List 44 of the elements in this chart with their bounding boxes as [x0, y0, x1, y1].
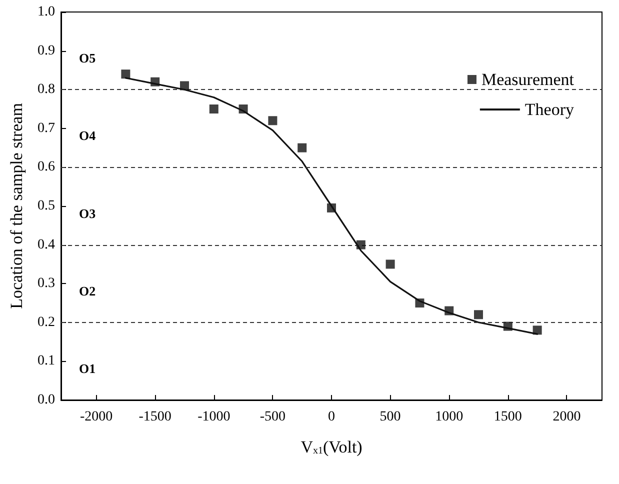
- point: [444, 306, 454, 316]
- point: [298, 143, 307, 152]
- y-tick-label: 0.3: [38, 276, 55, 292]
- point: [238, 104, 248, 114]
- y-tick-label: 0.4: [38, 237, 55, 252]
- y-tick-label: 0.9: [38, 43, 55, 58]
- point: [150, 77, 160, 86]
- point: [209, 104, 218, 114]
- point: [327, 203, 336, 212]
- point: [503, 322, 512, 331]
- x-tick-label: -1000: [198, 410, 230, 424]
- x-tick-label: 500: [380, 410, 401, 424]
- y-tick-label: 1.0: [38, 4, 55, 20]
- annotation: O2: [79, 283, 96, 298]
- x-tick-label: 1500: [494, 410, 522, 424]
- point: [532, 326, 542, 335]
- legend-label: Theory: [524, 100, 574, 119]
- point: [268, 116, 278, 126]
- point: [415, 298, 424, 308]
- y-tick-label: 0.2: [38, 314, 55, 330]
- point: [474, 310, 484, 320]
- point: [121, 70, 130, 79]
- y-tick-label: 0.0: [38, 392, 55, 408]
- legend-label: Measurement: [481, 70, 574, 89]
- point: [386, 260, 395, 269]
- x-axis-title: Vx1(Volt): [300, 438, 362, 456]
- x-tick-label: -2000: [80, 410, 113, 424]
- y-tick-label: 0.6: [38, 160, 55, 175]
- x-tick-label: 1000: [435, 410, 464, 424]
- x-tick-label: 2000: [552, 410, 581, 424]
- y-tick-label: 0.1: [38, 354, 55, 369]
- x-tick-label: -1500: [138, 410, 172, 424]
- annotation: O1: [79, 360, 96, 376]
- y-tick-label: 0.8: [38, 82, 55, 98]
- x-tick-label: 0: [328, 410, 335, 424]
- point: [180, 81, 189, 90]
- y-tick-label: 0.5: [38, 198, 55, 214]
- point: [356, 240, 366, 250]
- annotation: O3: [79, 206, 96, 221]
- annotation: O4: [79, 128, 96, 144]
- annotation: O5: [79, 50, 96, 66]
- y-axis-title: Location of the sample stream: [7, 103, 26, 309]
- y-tick-label: 0.7: [38, 120, 55, 136]
- x-tick-label: -500: [260, 410, 286, 424]
